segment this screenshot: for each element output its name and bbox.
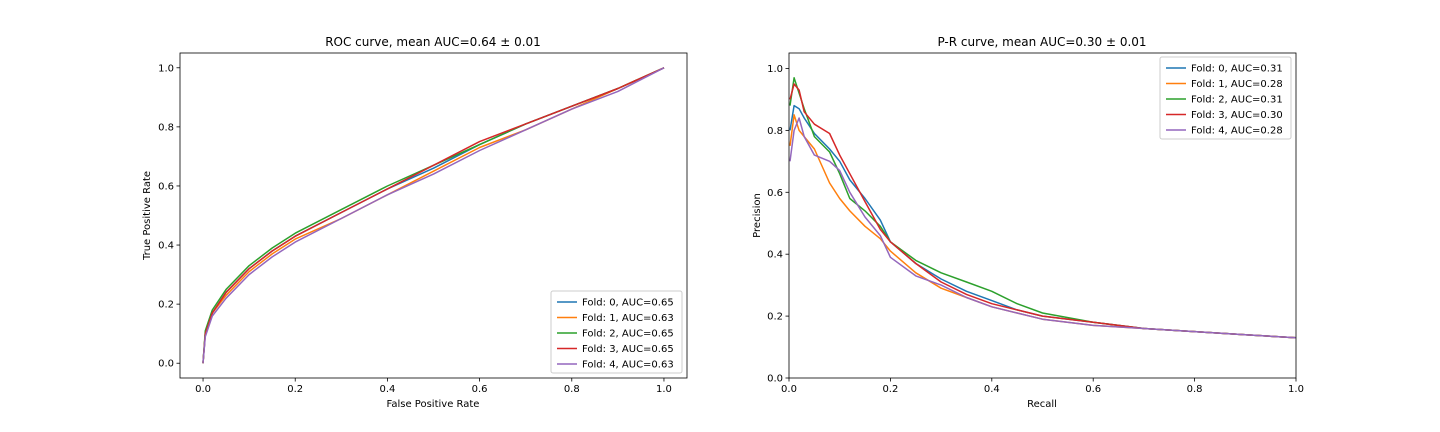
roc-legend-box <box>550 290 683 374</box>
pr-series-line-fold-3 <box>789 83 1297 339</box>
roc-x-tick-label: 0.0 <box>195 384 211 395</box>
pr-x-tick-label: 0.8 <box>1187 384 1203 395</box>
pr-lines <box>789 77 1297 339</box>
pr-y-tick-label: 0.2 <box>767 312 783 323</box>
roc-legend-label: Fold: 2, AUC=0.65 <box>582 329 674 340</box>
roc-y-tick-label: 0.2 <box>158 300 174 311</box>
pr-x-tick-label: 1.0 <box>1288 384 1304 395</box>
pr-ticks: 0.0 0.2 0.4 0.6 0.8 1.0 0.0 0.2 0.4 0.6 0.8 1.0 <box>767 64 1304 395</box>
roc-y-tick-label: 0.0 <box>158 359 174 370</box>
roc-axes-frame <box>179 52 688 379</box>
pr-legend-label: Fold: 3, AUC=0.30 <box>1191 110 1283 121</box>
pr-legend-label: Fold: 0, AUC=0.31 <box>1191 64 1283 75</box>
pr-x-axis-label: Recall <box>1027 399 1057 410</box>
roc-legend-label: Fold: 4, AUC=0.63 <box>582 360 674 371</box>
roc-series-line-fold-3 <box>202 67 665 364</box>
pr-legend: Fold: 0, AUC=0.31 Fold: 1, AUC=0.28 Fold: … <box>1159 56 1292 140</box>
pr-legend-label: Fold: 1, AUC=0.28 <box>1191 79 1283 90</box>
roc-legend-label: Fold: 1, AUC=0.63 <box>582 313 674 324</box>
roc-y-tick-label: 0.4 <box>158 241 174 252</box>
pr-legend-box <box>1159 56 1292 140</box>
pr-y-tick-label: 0.4 <box>767 250 783 261</box>
roc-x-axis-label: False Positive Rate <box>387 399 480 410</box>
pr-y-tick-label: 0.0 <box>767 374 783 385</box>
roc-legend-label: Fold: 3, AUC=0.65 <box>582 344 674 355</box>
pr-x-tick-label: 0.2 <box>882 384 898 395</box>
roc-legend: Fold: 0, AUC=0.65 Fold: 1, AUC=0.63 Fold: … <box>550 290 683 374</box>
pr-y-tick-label: 1.0 <box>767 64 783 75</box>
roc-ticks: 0.0 0.2 0.4 0.6 0.8 1.0 0.0 0.2 0.4 0.6 0.8 1.0 <box>158 63 672 395</box>
pr-title: P-R curve, mean AUC=0.30 ± 0.01 <box>937 35 1146 49</box>
pr-series-line-fold-4 <box>789 117 1297 339</box>
roc-y-axis-label: True Positive Rate <box>142 171 153 261</box>
pr-panel: P-R curve, mean AUC=0.30 ± 0.01 0.0 0.2 0.… <box>752 35 1304 410</box>
roc-x-tick-label: 1.0 <box>656 384 672 395</box>
pr-x-tick-label: 0.0 <box>781 384 797 395</box>
pr-axes-frame <box>788 52 1297 379</box>
roc-series-line-fold-4 <box>202 67 665 364</box>
pr-legend-label: Fold: 2, AUC=0.31 <box>1191 95 1283 106</box>
roc-x-tick-label: 0.2 <box>287 384 303 395</box>
roc-lines <box>202 67 665 364</box>
pr-x-tick-label: 0.6 <box>1085 384 1101 395</box>
pr-y-tick-label: 0.6 <box>767 188 783 199</box>
roc-y-tick-label: 0.6 <box>158 181 174 192</box>
roc-legend-label: Fold: 0, AUC=0.65 <box>582 298 674 309</box>
roc-x-tick-label: 0.4 <box>379 384 395 395</box>
roc-x-tick-label: 0.6 <box>472 384 488 395</box>
pr-y-tick-label: 0.8 <box>767 126 783 137</box>
pr-y-axis-label: Precision <box>752 193 763 238</box>
pr-x-tick-label: 0.4 <box>984 384 1000 395</box>
roc-x-tick-label: 0.8 <box>564 384 580 395</box>
roc-panel: ROC curve, mean AUC=0.64 ± 0.01 0.0 0.2 0.… <box>142 35 688 410</box>
roc-y-tick-label: 0.8 <box>158 122 174 133</box>
pr-legend-label: Fold: 4, AUC=0.28 <box>1191 126 1283 137</box>
roc-title: ROC curve, mean AUC=0.64 ± 0.01 <box>325 35 541 49</box>
roc-y-tick-label: 1.0 <box>158 63 174 74</box>
